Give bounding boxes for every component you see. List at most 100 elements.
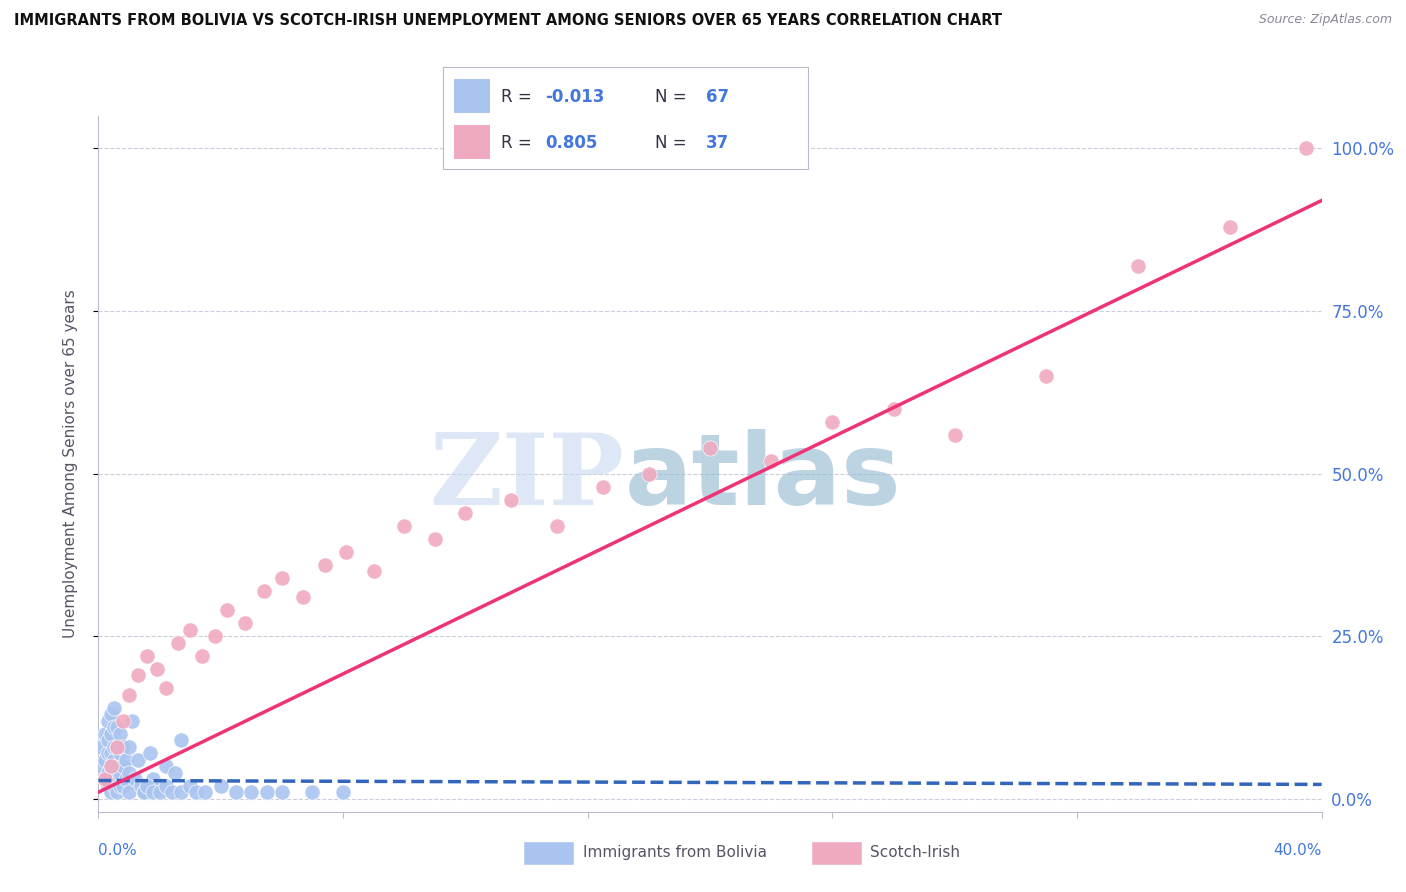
- Point: [136, 779, 159, 793]
- Point: [111, 779, 134, 793]
- Point: [179, 623, 201, 637]
- Point: [100, 759, 122, 773]
- Bar: [454, 79, 491, 113]
- Point: [943, 427, 966, 442]
- Point: [155, 681, 177, 695]
- Y-axis label: Unemployment Among Seniors over 65 years: Unemployment Among Seniors over 65 years: [63, 290, 77, 638]
- Text: 40.0%: 40.0%: [1274, 844, 1322, 858]
- Point: [105, 785, 128, 799]
- Point: [115, 753, 138, 767]
- Point: [118, 785, 141, 799]
- Text: 37: 37: [706, 134, 730, 152]
- Point: [121, 714, 143, 728]
- Point: [134, 785, 156, 799]
- Text: Immigrants from Bolivia: Immigrants from Bolivia: [583, 846, 768, 860]
- Point: [103, 753, 125, 767]
- Text: Source: ZipAtlas.com: Source: ZipAtlas.com: [1258, 13, 1392, 27]
- Point: [93, 772, 115, 787]
- Point: [124, 772, 146, 787]
- Point: [821, 415, 844, 429]
- Point: [134, 785, 156, 799]
- Point: [103, 720, 125, 734]
- Point: [90, 739, 112, 754]
- Point: [204, 629, 226, 643]
- Point: [103, 700, 125, 714]
- Point: [1128, 259, 1150, 273]
- Point: [423, 532, 446, 546]
- Point: [256, 785, 278, 799]
- Point: [100, 785, 122, 799]
- Point: [142, 785, 165, 799]
- Point: [105, 739, 128, 754]
- Point: [163, 765, 186, 780]
- Point: [139, 746, 162, 760]
- Point: [252, 583, 274, 598]
- Point: [103, 739, 125, 754]
- Point: [292, 590, 315, 604]
- Point: [100, 746, 122, 760]
- Point: [93, 772, 115, 787]
- Point: [225, 785, 247, 799]
- Point: [105, 739, 128, 754]
- Text: -0.013: -0.013: [546, 87, 605, 105]
- Point: [103, 765, 125, 780]
- Point: [699, 441, 721, 455]
- Point: [115, 772, 138, 787]
- Point: [118, 765, 141, 780]
- Point: [142, 772, 165, 787]
- Text: N =: N =: [655, 87, 692, 105]
- Point: [149, 785, 172, 799]
- Point: [546, 518, 568, 533]
- Text: N =: N =: [655, 134, 692, 152]
- Point: [129, 779, 152, 793]
- Point: [97, 733, 120, 747]
- Point: [100, 727, 122, 741]
- Point: [1035, 369, 1057, 384]
- Point: [883, 401, 905, 416]
- Point: [127, 753, 149, 767]
- Point: [100, 759, 122, 773]
- Point: [215, 603, 238, 617]
- Point: [332, 785, 354, 799]
- Text: R =: R =: [502, 87, 537, 105]
- Point: [160, 785, 183, 799]
- Point: [194, 785, 217, 799]
- Point: [105, 772, 128, 787]
- Point: [501, 492, 523, 507]
- Point: [103, 779, 125, 793]
- Point: [759, 453, 782, 467]
- Point: [90, 759, 112, 773]
- Point: [191, 648, 214, 663]
- Point: [1295, 141, 1317, 155]
- Point: [301, 785, 323, 799]
- Text: 0.0%: 0.0%: [98, 844, 138, 858]
- Point: [111, 739, 134, 754]
- Point: [111, 759, 134, 773]
- Point: [111, 714, 134, 728]
- Point: [270, 571, 292, 585]
- Text: 67: 67: [706, 87, 730, 105]
- Point: [118, 688, 141, 702]
- Point: [100, 707, 122, 722]
- Text: IMMIGRANTS FROM BOLIVIA VS SCOTCH-IRISH UNEMPLOYMENT AMONG SENIORS OVER 65 YEARS: IMMIGRANTS FROM BOLIVIA VS SCOTCH-IRISH …: [14, 13, 1002, 29]
- Point: [392, 518, 416, 533]
- Point: [270, 785, 292, 799]
- Point: [97, 779, 120, 793]
- Point: [637, 467, 661, 481]
- Point: [136, 648, 159, 663]
- Point: [97, 765, 120, 780]
- Point: [314, 558, 336, 572]
- Point: [97, 746, 120, 760]
- Point: [170, 733, 193, 747]
- Point: [118, 739, 141, 754]
- Point: [1219, 219, 1241, 234]
- Text: atlas: atlas: [624, 429, 901, 526]
- Point: [155, 779, 177, 793]
- Point: [363, 564, 385, 578]
- Point: [155, 759, 177, 773]
- Point: [93, 753, 115, 767]
- Point: [127, 668, 149, 682]
- Text: ZIP: ZIP: [429, 429, 624, 526]
- Point: [149, 779, 172, 793]
- Point: [97, 714, 120, 728]
